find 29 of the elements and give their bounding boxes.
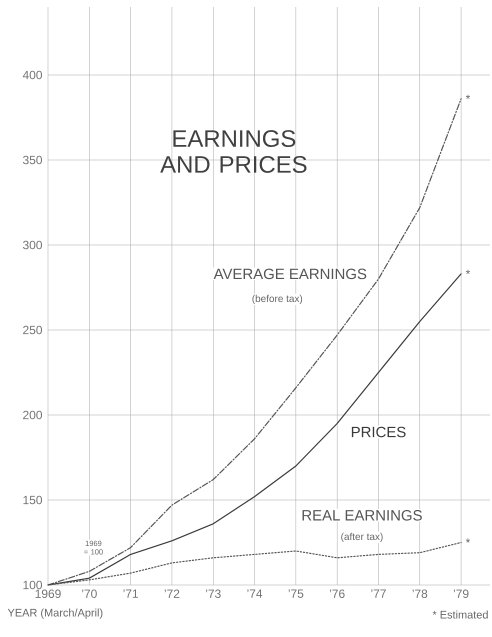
annotation: (after tax) bbox=[341, 532, 383, 542]
annotation: * bbox=[466, 270, 470, 274]
x-tick-label: ’77 bbox=[371, 590, 386, 598]
text: * Estimated bbox=[432, 610, 488, 619]
x-axis-title: YEAR (March/April) bbox=[8, 608, 102, 619]
series-label: PRICES bbox=[352, 426, 406, 438]
y-tick-label: 250 bbox=[23, 326, 42, 334]
text: EARNINGS AND PRICES bbox=[160, 130, 306, 173]
x-tick-label: ’73 bbox=[206, 590, 221, 598]
x-tick-label: ’71 bbox=[123, 590, 138, 598]
x-tick-label: ’78 bbox=[412, 590, 428, 598]
y-tick-label: 150 bbox=[23, 496, 42, 504]
annotation: (before tax) bbox=[252, 294, 302, 304]
x-tick-label: ’72 bbox=[164, 590, 180, 598]
y-tick-label: 400 bbox=[22, 70, 42, 80]
annotation: * bbox=[466, 538, 470, 543]
x-tick-label: ’74 bbox=[247, 590, 262, 598]
text: REAL EARNINGS bbox=[302, 510, 422, 521]
x-tick-label: ’75 bbox=[288, 590, 304, 598]
x-tick-label: ’79 bbox=[454, 590, 468, 598]
x-tick-label: ’70 bbox=[82, 590, 97, 598]
x-tick-label: 1969 bbox=[36, 590, 61, 598]
annotation: * bbox=[466, 94, 470, 99]
y-tick-label: 100 bbox=[23, 580, 42, 590]
y-tick-label: 300 bbox=[22, 240, 42, 250]
y-tick-label: 350 bbox=[22, 156, 42, 164]
series-label: AVERAGE EARNINGS bbox=[214, 268, 366, 280]
x-tick-label: ’76 bbox=[330, 590, 345, 598]
y-tick-label: 200 bbox=[23, 410, 42, 420]
